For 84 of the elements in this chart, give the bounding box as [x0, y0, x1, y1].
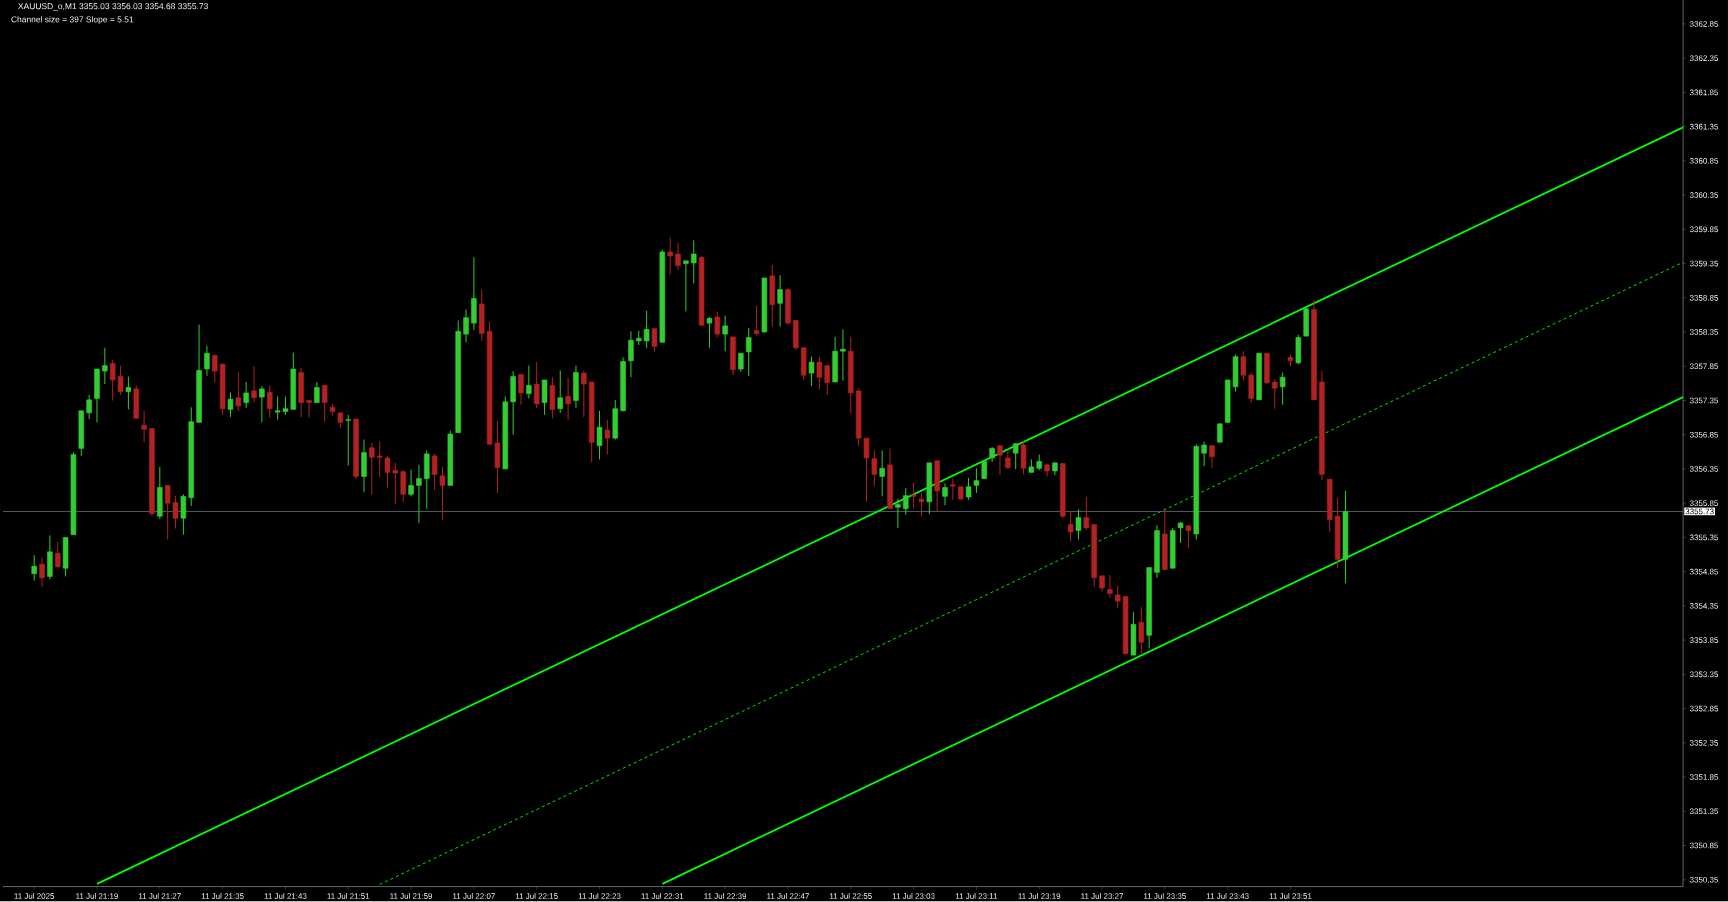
- candlestick: [1020, 441, 1027, 476]
- candlestick: [816, 356, 823, 391]
- candlestick: [808, 356, 815, 387]
- candlestick: [125, 376, 132, 411]
- candlestick: [596, 410, 603, 461]
- candlestick: [1012, 443, 1019, 470]
- candlestick: [565, 377, 571, 421]
- candlestick: [55, 541, 61, 569]
- chart-title: XAUUSD_o,M1 3355.03 3356.03 3354.68 3355.73: [18, 3, 208, 11]
- candlestick: [950, 478, 956, 501]
- candlestick: [879, 450, 885, 498]
- candlestick: [204, 345, 210, 377]
- candlestick: [431, 453, 438, 491]
- candlestick: [1067, 511, 1074, 543]
- candlestick: [903, 487, 909, 516]
- candlestick: [714, 311, 721, 339]
- candlestick: [235, 372, 242, 413]
- candlestick: [1248, 372, 1254, 404]
- candlestick: [212, 355, 218, 383]
- candlestick: [416, 464, 422, 524]
- candlestick: [86, 394, 92, 420]
- candlestick: [557, 370, 563, 414]
- candlestick: [691, 240, 697, 285]
- candlestick: [463, 309, 469, 344]
- candlestick: [1279, 372, 1286, 406]
- candlestick: [400, 470, 406, 503]
- candlestick: [533, 361, 540, 409]
- candlestick: [361, 439, 367, 493]
- candlestick: [965, 477, 972, 501]
- candlestick: [39, 557, 45, 588]
- candlestick: [895, 498, 901, 529]
- candlestick: [604, 419, 611, 456]
- candlestick: [1185, 525, 1192, 550]
- candlestick: [824, 365, 830, 396]
- candlestick: [321, 385, 328, 423]
- candlestick: [1272, 379, 1278, 410]
- text: Channel size = 397 Slope = 5.51: [11, 16, 134, 25]
- candlestick: [267, 385, 273, 419]
- candlestick: [753, 305, 760, 337]
- candlestick: [102, 347, 108, 385]
- candlestick: [306, 399, 312, 419]
- candlestick: [643, 310, 650, 349]
- candlestick: [1115, 585, 1121, 609]
- candlestick: [738, 352, 744, 373]
- candlestick: [683, 260, 689, 313]
- candlestick: [1201, 441, 1207, 467]
- candlestick: [526, 365, 532, 400]
- candlestick: [997, 445, 1003, 476]
- candlestick: [180, 494, 187, 536]
- candlestick: [227, 392, 234, 418]
- candlestick: [1107, 574, 1113, 599]
- candlestick: [549, 376, 556, 420]
- candlestick: [1240, 350, 1247, 382]
- candlestick: [651, 328, 658, 353]
- candlestick: [918, 492, 925, 517]
- candlestick: [541, 379, 548, 416]
- candlestick: [141, 410, 147, 443]
- candlestick: [31, 554, 37, 582]
- candlestick: [581, 370, 587, 418]
- candlestick: [628, 331, 634, 378]
- candlestick: [251, 365, 257, 404]
- candlestick: [314, 381, 320, 404]
- candlestick: [1209, 445, 1215, 469]
- candlestick: [1138, 606, 1145, 655]
- candlestick: [745, 327, 752, 377]
- candlestick: [259, 385, 265, 424]
- candlestick: [777, 274, 783, 328]
- candlestick: [345, 414, 351, 467]
- candlestick: [1217, 423, 1223, 443]
- candlestick: [1083, 496, 1090, 531]
- candlestick: [667, 237, 673, 276]
- candlestick: [439, 466, 446, 521]
- candlestick: [722, 315, 728, 352]
- candlestick: [243, 381, 249, 409]
- candlestick: [518, 374, 524, 406]
- candlestick: [910, 482, 917, 510]
- candlestick: [942, 483, 948, 506]
- candlestick: [369, 442, 375, 496]
- candlestick: [973, 468, 980, 494]
- candlestick: [840, 329, 846, 382]
- candlestick: [675, 242, 681, 271]
- candlestick: [408, 469, 414, 498]
- candlestick: [1075, 509, 1082, 541]
- candlestick: [706, 316, 713, 349]
